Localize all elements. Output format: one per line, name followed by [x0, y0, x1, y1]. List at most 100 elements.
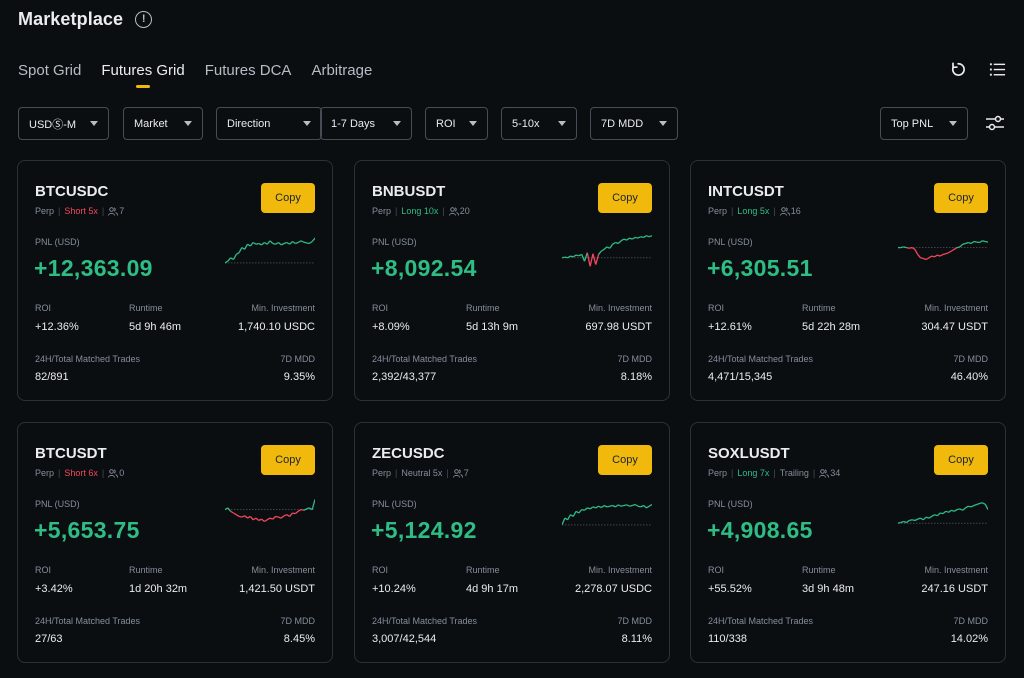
sparkline-segment [640, 504, 644, 508]
tab-futures-dca[interactable]: Futures DCA [204, 62, 292, 79]
sparkline-segment [942, 510, 947, 515]
sparkline-segment [640, 236, 644, 239]
sparkline-segment [906, 246, 910, 249]
min-investment-label: Min. Investment [251, 303, 315, 313]
sparkline-segment [606, 246, 611, 249]
sparkline-segment [623, 504, 627, 507]
copy-button[interactable]: Copy [261, 445, 315, 475]
copy-button[interactable]: Copy [598, 183, 652, 213]
sort-select[interactable]: Top PNL [880, 107, 968, 140]
roi-label: ROI [35, 303, 52, 313]
sparkline-segment [311, 237, 315, 242]
roi-label: ROI [708, 303, 725, 313]
sparkline-segment [244, 243, 249, 250]
sparkline-segment [914, 518, 918, 522]
roi-select[interactable]: ROI [425, 107, 488, 140]
sparkline-segment [923, 257, 927, 261]
tag-separator: | [58, 468, 61, 478]
sparkline-segment [289, 241, 293, 245]
list-icon[interactable] [988, 60, 1006, 78]
bot-card[interactable]: BTCUSDC Perp | Short 5x | 7 Copy PNL (US… [17, 160, 333, 401]
tab-futures-grid[interactable]: Futures Grid [101, 62, 184, 87]
runtime-select[interactable]: 1-7 Days [320, 107, 412, 140]
sparkline-segment [244, 515, 248, 519]
sparkline-segment [255, 242, 259, 245]
tab-spot-grid[interactable]: Spot Grid [18, 62, 82, 79]
sparkline-segment [648, 235, 652, 238]
bot-card[interactable]: SOXLUSDT Perp | Long 7x | Trailing | 34 … [690, 422, 1006, 663]
sparkline-segment [247, 515, 251, 519]
market-select[interactable]: Market [123, 107, 203, 140]
bot-card[interactable]: ZECUSDC Perp | Neutral 5x | 7 Copy PNL (… [354, 422, 670, 663]
users-value: 20 [459, 206, 470, 216]
min-investment-value: 247.16 USDT [921, 583, 988, 595]
users-value: 7 [463, 468, 469, 478]
sparkline-segment [965, 505, 969, 509]
bot-card[interactable]: BTCUSDT Perp | Short 6x | 0 Copy PNL (US… [17, 422, 333, 663]
bot-card[interactable]: INTCUSDT Perp | Long 5x | 16 Copy PNL (U… [690, 160, 1006, 401]
filter-settings-icon[interactable] [984, 112, 1006, 134]
sparkline-segment [626, 504, 630, 507]
sparkline-segment [612, 241, 616, 245]
sparkline-segment [931, 255, 935, 258]
sparkline-segment [615, 241, 619, 245]
copy-button[interactable]: Copy [261, 183, 315, 213]
sparkline-segment [230, 510, 234, 514]
sparkline-segment [589, 506, 594, 510]
leverage-select[interactable]: 5-10x [501, 107, 577, 140]
sparkline-segment [238, 247, 243, 254]
min-investment-label: Min. Investment [588, 565, 652, 575]
tag-separator: | [395, 206, 398, 216]
sparkline-segment [272, 242, 276, 245]
sparkline-segment [629, 504, 633, 507]
tag-separator: | [101, 468, 105, 478]
margin-type-select[interactable]: USDⓈ-M [18, 107, 109, 140]
roi-label: ROI [372, 565, 389, 575]
users-icon [452, 468, 463, 478]
sparkline-segment [232, 254, 237, 260]
sparkline-segment [917, 517, 921, 520]
sparkline-segment [900, 246, 904, 249]
bot-card[interactable]: BNBUSDT Perp | Long 10x | 20 Copy PNL (U… [354, 160, 670, 401]
info-icon[interactable]: ! [135, 10, 153, 28]
users-count: 7 [452, 468, 469, 478]
sparkline-segment [252, 517, 257, 521]
copy-button[interactable]: Copy [598, 445, 652, 475]
sparkline-segment [292, 512, 296, 515]
chevron-down-icon [90, 121, 98, 126]
pnl-value: +8,092.54 [371, 255, 477, 281]
sort-label: Top PNL [891, 117, 934, 130]
tab-arbitrage[interactable]: Arbitrage [311, 62, 373, 79]
sparkline-segment [280, 515, 285, 519]
sparkline-segment [575, 254, 580, 257]
copy-button[interactable]: Copy [934, 183, 988, 213]
refresh-icon[interactable] [948, 60, 966, 78]
runtime-value: 5d 13h 9m [466, 321, 518, 333]
sparkline-segment [898, 521, 901, 524]
symbol: ZECUSDC [372, 445, 445, 462]
users-icon [819, 468, 830, 478]
sparkline-segment [970, 504, 975, 508]
sparkline-segment [235, 514, 240, 517]
sparkline-segment [252, 241, 257, 245]
chevron-down-icon [469, 121, 477, 126]
perp-tag: Perp [372, 206, 392, 216]
sparkline-segment [928, 255, 933, 259]
sparkline-segment [620, 238, 625, 242]
pnl-sparkline [225, 499, 315, 523]
pnl-sparkline [225, 237, 315, 264]
sparkline-segment [931, 514, 935, 517]
direction-select[interactable]: Direction [216, 107, 322, 140]
sparkline-segment [973, 503, 977, 507]
mdd-label: 7D MDD [617, 616, 652, 626]
users-icon [108, 206, 119, 216]
sparkline-segment [587, 507, 591, 510]
sparkline-segment [612, 504, 616, 508]
pnl-value: +5,653.75 [34, 517, 140, 543]
copy-button[interactable]: Copy [934, 445, 988, 475]
pnl-value: +6,305.51 [707, 255, 813, 281]
sparkline-segment [623, 238, 627, 241]
sparkline-segment [951, 509, 955, 512]
trailing-tag: Trailing [779, 468, 809, 478]
mdd-select[interactable]: 7D MDD [590, 107, 678, 140]
